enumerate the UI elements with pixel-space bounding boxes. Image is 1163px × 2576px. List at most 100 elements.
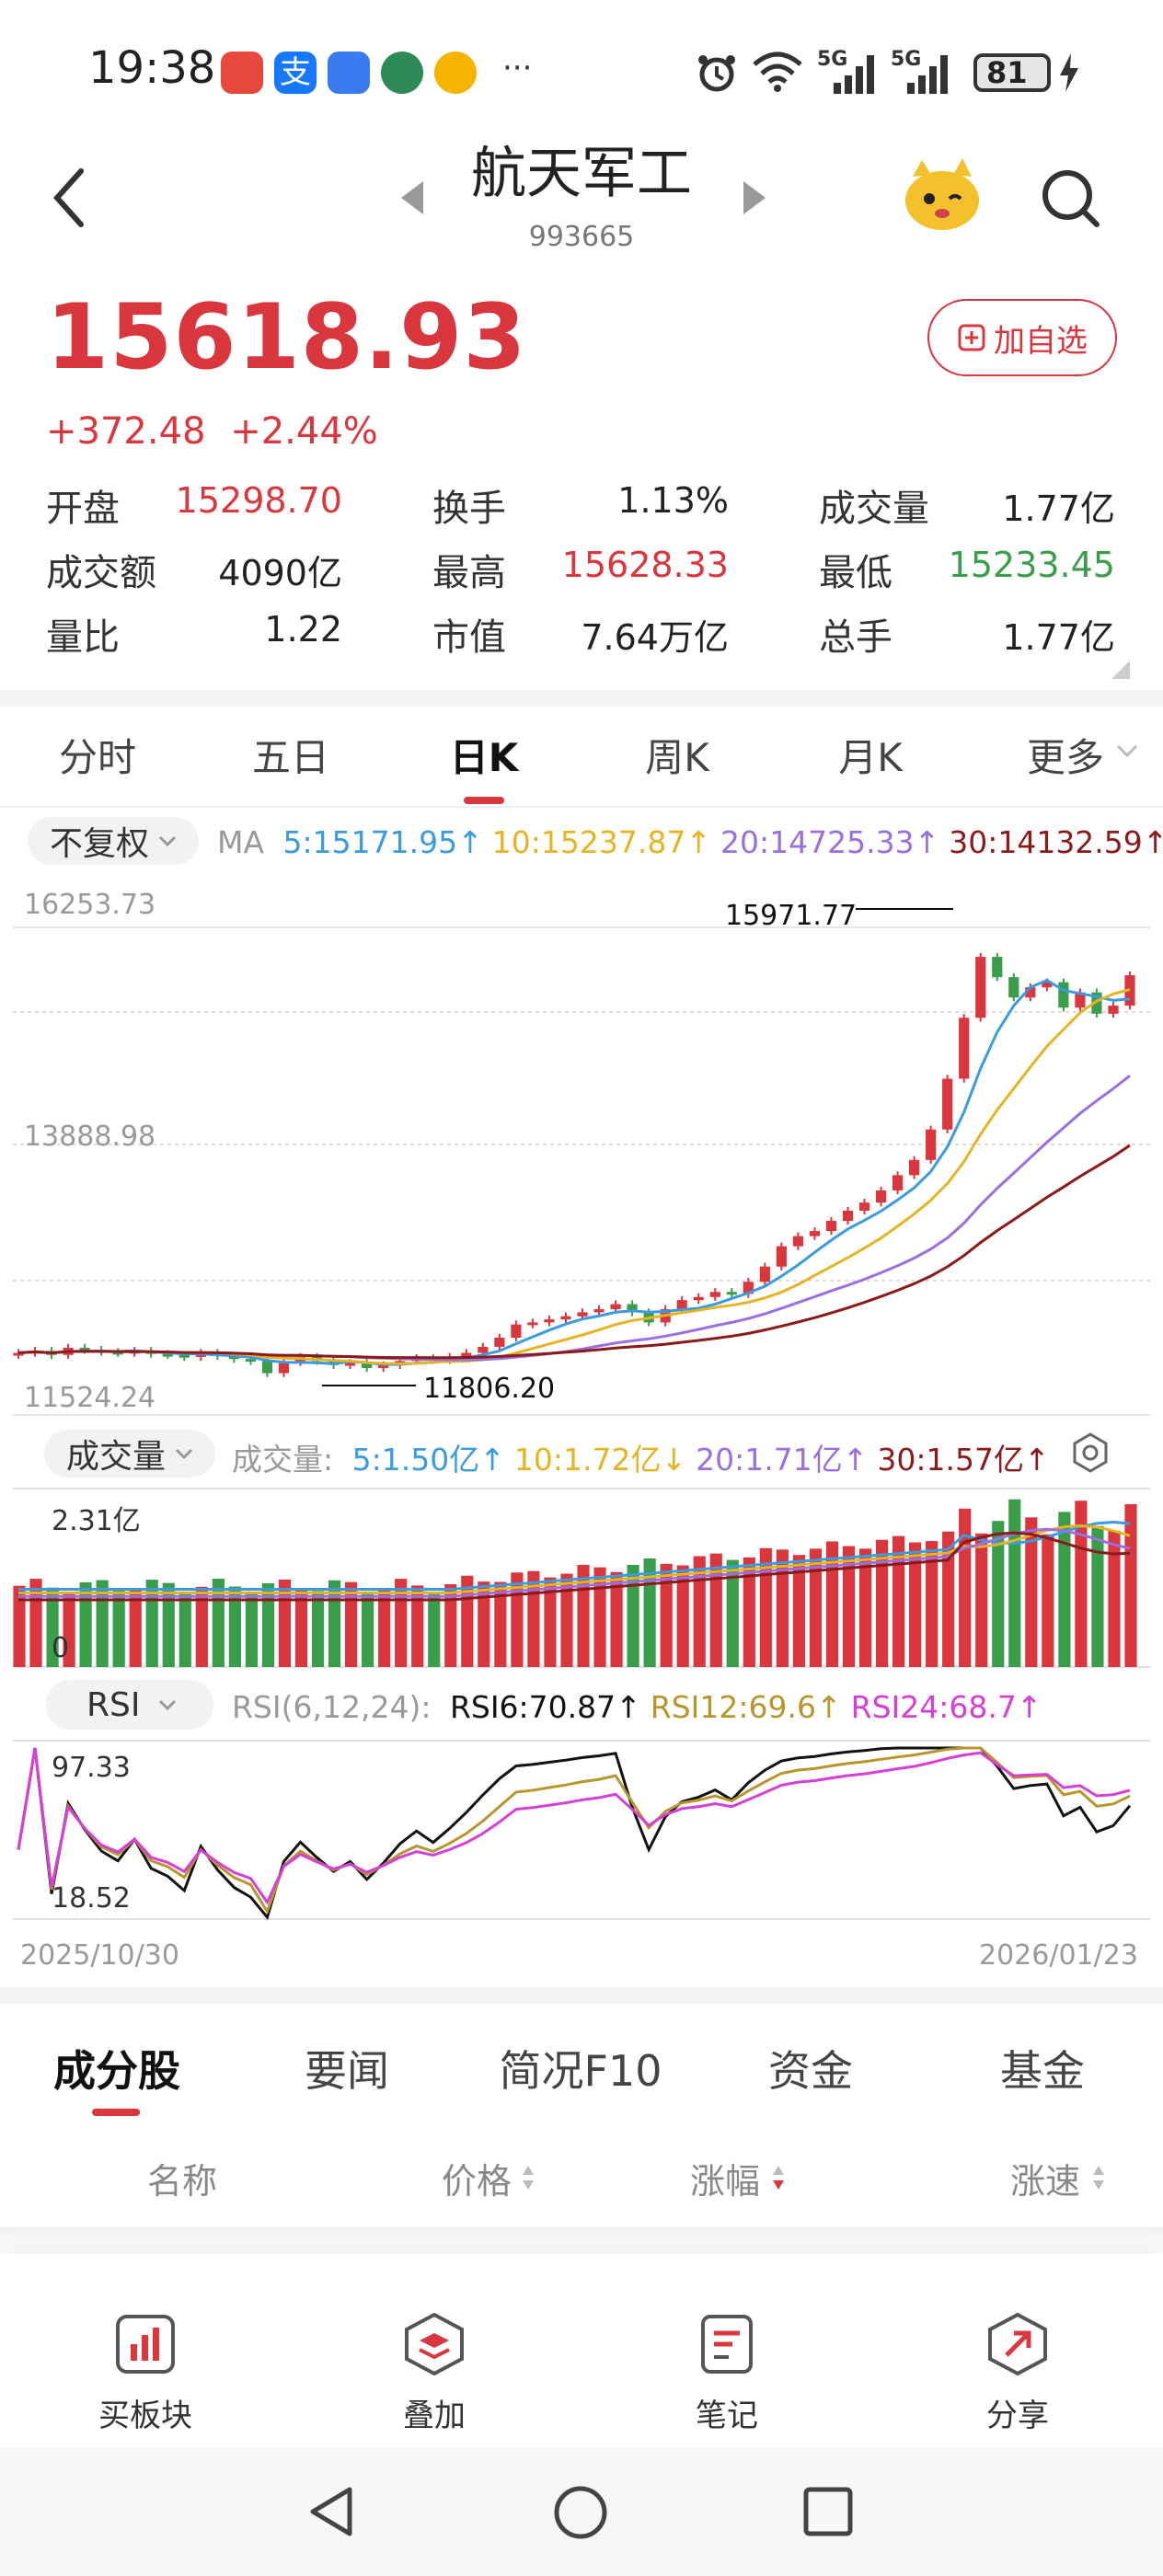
candle-body [892, 1175, 904, 1190]
legend-item: 20:1.71亿↑ [696, 1442, 869, 1478]
chevron-down-icon [159, 1699, 177, 1711]
volume-bar [178, 1593, 191, 1667]
stat-label: 量比 [46, 616, 120, 659]
add-favorite-label: 加自选 [994, 322, 1088, 360]
candle-body [560, 1316, 571, 1320]
plus-square-icon [958, 324, 985, 351]
volume-bar [362, 1592, 374, 1667]
candle-body [709, 1292, 720, 1297]
volume-bar [444, 1584, 457, 1667]
column-header[interactable]: 价格 [442, 2161, 512, 2202]
candle-body [577, 1312, 588, 1317]
volume-bar [593, 1567, 606, 1667]
prev-stock-button[interactable] [397, 179, 425, 216]
search-icon[interactable] [1038, 166, 1102, 230]
volume-bar [112, 1591, 125, 1667]
column-header[interactable]: 涨速 [1010, 2161, 1081, 2202]
tab-period[interactable]: 周K [645, 735, 709, 780]
notes-label: 笔记 [696, 2398, 758, 2434]
overlay-button[interactable]: 叠加 [333, 2254, 535, 2447]
candle-body [1025, 987, 1036, 998]
rsi-selector[interactable]: RSI [46, 1680, 213, 1730]
volume-bar [96, 1580, 109, 1667]
volume-ma-line [18, 1521, 1131, 1592]
list-fade [0, 2226, 1163, 2254]
tab-content[interactable]: 资金 [768, 2046, 853, 2096]
volume-axis-top: 2.31亿 [52, 1505, 141, 1537]
buy-sector-label: 买板块 [98, 2398, 192, 2434]
tab-content[interactable]: 基金 [1000, 2046, 1085, 2096]
alarm-icon [698, 55, 735, 92]
chevron-down-icon[interactable] [1115, 742, 1139, 760]
candle-body [926, 1129, 937, 1160]
tab-period[interactable]: 五日 [251, 735, 329, 780]
page-title: 航天军工 [471, 142, 692, 206]
add-favorite-button[interactable]: 加自选 [927, 299, 1117, 376]
kline-chart[interactable] [0, 874, 1163, 1978]
volume-ma-legend: 成交量: 5:1.50亿↑ 10:1.72亿↓ 20:1.71亿↑ 30:1.57亿↑ [232, 1435, 1050, 1479]
candle-body [345, 1363, 356, 1366]
column-header[interactable]: 名称 [147, 2161, 218, 2202]
volume-bar [627, 1564, 639, 1667]
signal1-label: 5G [817, 48, 848, 71]
rsi-params: RSI(6,12,24): [232, 1689, 432, 1725]
volume-ma-line [18, 1527, 1131, 1598]
tab-period[interactable]: 月K [838, 735, 903, 780]
candle-body [261, 1361, 273, 1374]
volume-bar [992, 1521, 1005, 1667]
volume-selector[interactable]: 成交量 [44, 1430, 215, 1478]
status-bar: 19:38 支 ··· 5G 5G 81 [0, 0, 1163, 138]
adjust-selector[interactable]: 不复权 [28, 817, 199, 865]
candle-body [693, 1296, 704, 1301]
tab-period[interactable]: 更多 [1026, 735, 1104, 780]
stat-value: 15233.45 [948, 545, 1115, 585]
low-marker-label: 11806.20 [423, 1373, 556, 1405]
change-percent: +2.44% [230, 410, 378, 453]
candle-body [809, 1231, 821, 1236]
volume-bar [660, 1563, 673, 1667]
notes-button[interactable]: 笔记 [626, 2254, 828, 2447]
bottom-toolbar: 买板块 叠加 笔记 分享 [0, 2254, 1163, 2447]
candle-body [278, 1362, 290, 1374]
current-price: 15618.93 [46, 285, 527, 390]
volume-bar [13, 1585, 26, 1667]
tab-content[interactable]: 要闻 [305, 2046, 389, 2096]
more-notifications-icon: ··· [502, 50, 533, 86]
nav-home-icon[interactable] [552, 2484, 609, 2541]
column-header[interactable]: 涨幅 [690, 2161, 761, 2202]
sort-icon[interactable] [1091, 2164, 1106, 2191]
bank-icon [381, 52, 423, 94]
sort-icon[interactable] [521, 2164, 535, 2191]
volume-bar [1091, 1525, 1104, 1667]
buy-sector-button[interactable]: 买板块 [44, 2254, 247, 2447]
expand-corner-icon[interactable] [1111, 661, 1130, 679]
sort-desc-icon[interactable] [771, 2164, 786, 2191]
next-stock-button[interactable] [742, 179, 769, 216]
candle-body [511, 1324, 522, 1338]
volume-bar [726, 1559, 739, 1667]
volume-bar [494, 1581, 507, 1667]
stat-value: 4090亿 [218, 553, 342, 593]
volume-bar [942, 1531, 955, 1667]
legend-item: 10:1.72亿↓ [513, 1442, 687, 1478]
volume-bar [1124, 1503, 1137, 1667]
legend-item: RSI24:68.7↑ [850, 1689, 1042, 1725]
message-icon [328, 52, 370, 94]
legend-item: 5:15171.95↑ [282, 824, 483, 860]
mascot-icon[interactable] [900, 155, 985, 234]
tab-period[interactable]: 日K [449, 735, 519, 780]
candle-body [776, 1246, 787, 1267]
volume-bar [311, 1591, 325, 1667]
share-button[interactable]: 分享 [916, 2254, 1119, 2447]
nav-recents-icon[interactable] [802, 2486, 854, 2537]
volume-bar [261, 1582, 275, 1667]
nav-back-icon[interactable] [304, 2484, 359, 2539]
change-amount: +372.48 [46, 410, 206, 453]
settings-icon[interactable] [1069, 1432, 1111, 1474]
volume-bar [1025, 1517, 1038, 1667]
candle-body [676, 1300, 687, 1310]
back-button[interactable] [44, 166, 99, 230]
tab-content[interactable]: 成分股 [53, 2046, 180, 2096]
tab-content[interactable]: 简况F10 [499, 2046, 662, 2096]
tab-period[interactable]: 分时 [58, 735, 136, 780]
